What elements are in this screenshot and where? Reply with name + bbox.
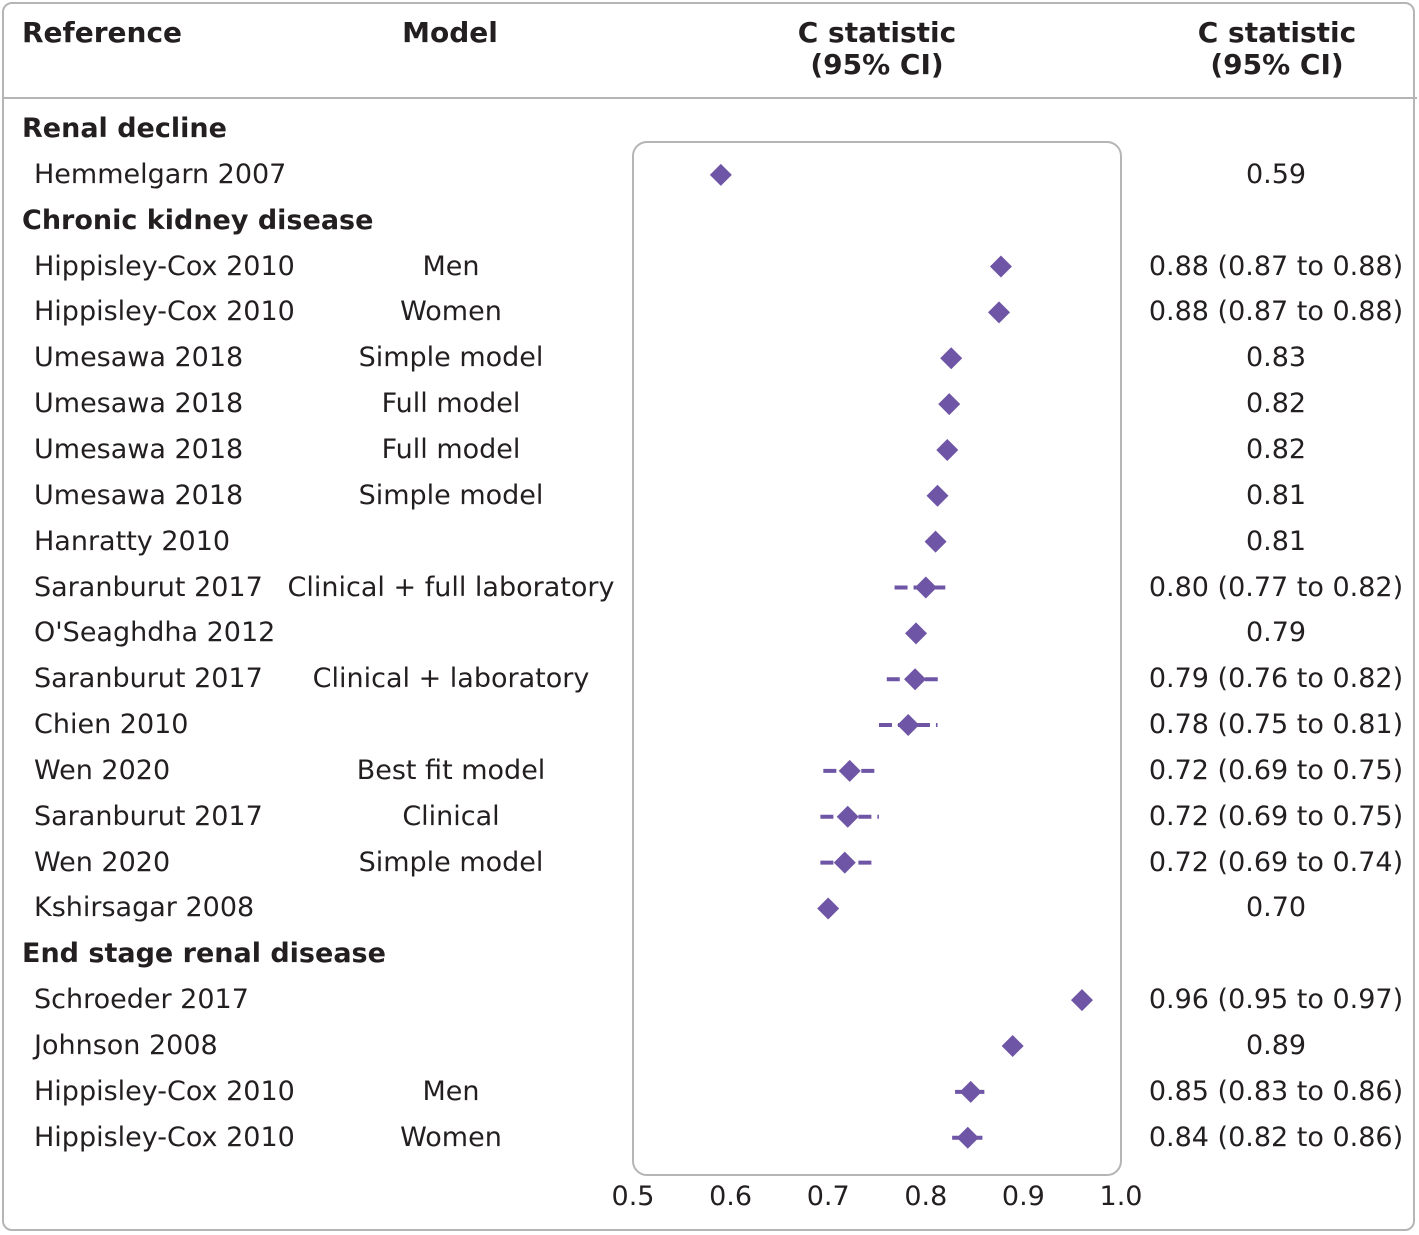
estimate-marker bbox=[709, 163, 732, 186]
row-reference: Umesawa 2018 bbox=[34, 479, 244, 511]
row-c-statistic-label: 0.84 (0.82 to 0.86) bbox=[1148, 1121, 1404, 1153]
row-reference: Saranburut 2017 bbox=[34, 571, 263, 603]
x-tick-label: 0.7 bbox=[806, 1181, 850, 1212]
row-c-statistic-label: 0.78 (0.75 to 0.81) bbox=[1148, 709, 1404, 741]
row-reference: Hippisley-Cox 2010 bbox=[34, 296, 295, 328]
row-c-statistic-label: 0.81 bbox=[1245, 479, 1307, 511]
row-c-statistic-label: 0.82 bbox=[1245, 388, 1307, 420]
row-model: Simple model bbox=[358, 846, 544, 878]
row-reference: Hanratty 2010 bbox=[34, 525, 231, 557]
section-title: Chronic kidney disease bbox=[22, 204, 374, 236]
row-c-statistic-label: 0.72 (0.69 to 0.75) bbox=[1148, 800, 1404, 832]
row-reference: Umesawa 2018 bbox=[34, 433, 244, 465]
estimate-marker bbox=[936, 438, 959, 461]
row-c-statistic-label: 0.72 (0.69 to 0.74) bbox=[1148, 846, 1404, 878]
row-model: Clinical + full laboratory bbox=[287, 571, 615, 603]
estimate-marker bbox=[940, 347, 963, 370]
estimate-marker bbox=[989, 255, 1012, 278]
column-header-c-statistic-values-line2: (95% CI) bbox=[1210, 48, 1344, 81]
estimate-marker bbox=[836, 805, 859, 828]
row-model: Women bbox=[400, 296, 502, 328]
row-c-statistic-label: 0.88 (0.87 to 0.88) bbox=[1148, 296, 1404, 328]
row-c-statistic-label: 0.72 (0.69 to 0.75) bbox=[1148, 754, 1404, 786]
column-header-c-statistic-values: C statistic (95% CI) bbox=[1198, 17, 1356, 81]
row-model: Women bbox=[400, 1121, 502, 1153]
row-reference: Kshirsagar 2008 bbox=[34, 892, 255, 924]
estimate-marker bbox=[988, 301, 1010, 324]
row-reference: Chien 2010 bbox=[34, 709, 189, 741]
row-c-statistic-label: 0.85 (0.83 to 0.86) bbox=[1148, 1075, 1404, 1107]
row-reference: Saranburut 2017 bbox=[34, 800, 263, 832]
estimate-marker bbox=[959, 1080, 982, 1103]
row-model: Clinical bbox=[402, 800, 500, 832]
row-c-statistic-label: 0.82 bbox=[1245, 433, 1307, 465]
row-reference: Hemmelgarn 2007 bbox=[34, 158, 287, 190]
plot-frame bbox=[632, 141, 1122, 1176]
row-c-statistic-label: 0.83 bbox=[1245, 342, 1307, 374]
estimate-marker bbox=[838, 759, 861, 782]
estimate-marker bbox=[938, 393, 961, 416]
x-tick-label: 0.8 bbox=[904, 1181, 948, 1212]
row-model: Men bbox=[422, 1075, 480, 1107]
estimate-marker bbox=[905, 622, 928, 645]
header-divider bbox=[2, 97, 1417, 99]
x-tick-label: 0.5 bbox=[611, 1181, 655, 1212]
column-header-c-statistic-values-line1: C statistic bbox=[1197, 16, 1357, 49]
section-title: End stage renal disease bbox=[22, 938, 386, 970]
estimate-marker bbox=[1070, 989, 1093, 1012]
row-c-statistic-label: 0.59 bbox=[1245, 158, 1307, 190]
estimate-marker bbox=[1001, 1035, 1024, 1057]
row-reference: Johnson 2008 bbox=[34, 1030, 218, 1061]
row-reference: Hippisley-Cox 2010 bbox=[34, 1121, 295, 1153]
row-reference: Hippisley-Cox 2010 bbox=[34, 1075, 295, 1107]
row-c-statistic-label: 0.89 bbox=[1245, 1030, 1307, 1061]
column-header-model: Model bbox=[402, 16, 498, 49]
row-c-statistic-label: 0.80 (0.77 to 0.82) bbox=[1148, 571, 1404, 603]
estimate-marker bbox=[926, 484, 949, 507]
section-title: Renal decline bbox=[22, 113, 227, 144]
row-model: Full model bbox=[381, 433, 521, 465]
estimate-marker bbox=[833, 851, 856, 874]
row-c-statistic-label: 0.70 bbox=[1245, 892, 1307, 924]
row-model: Men bbox=[422, 250, 480, 282]
row-model: Simple model bbox=[358, 342, 544, 374]
row-c-statistic-label: 0.79 (0.76 to 0.82) bbox=[1148, 663, 1404, 695]
column-header-c-statistic-line2: (95% CI) bbox=[810, 48, 944, 81]
row-reference: Wen 2020 bbox=[34, 846, 171, 878]
row-model: Clinical + laboratory bbox=[312, 663, 590, 695]
x-tick-label: 0.9 bbox=[1001, 1181, 1045, 1212]
estimate-marker bbox=[924, 530, 947, 553]
column-header-reference: Reference bbox=[22, 16, 183, 49]
estimate-marker bbox=[956, 1126, 979, 1149]
x-tick-label: 1.0 bbox=[1099, 1181, 1143, 1212]
row-c-statistic-label: 0.96 (0.95 to 0.97) bbox=[1148, 984, 1404, 1016]
estimate-marker bbox=[817, 897, 840, 920]
row-model: Simple model bbox=[358, 479, 544, 511]
x-tick-label: 0.6 bbox=[709, 1181, 753, 1212]
row-reference: Schroeder 2017 bbox=[34, 984, 249, 1016]
estimate-marker bbox=[904, 668, 927, 691]
row-reference: Umesawa 2018 bbox=[34, 342, 244, 374]
column-header-c-statistic-plot: C statistic (95% CI) bbox=[798, 17, 956, 81]
column-header-c-statistic-line1: C statistic bbox=[797, 16, 957, 49]
row-model: Best fit model bbox=[356, 754, 546, 786]
row-reference: Wen 2020 bbox=[34, 754, 171, 786]
estimate-marker bbox=[914, 576, 937, 599]
row-model: Full model bbox=[381, 388, 521, 420]
row-reference: O'Seaghdha 2012 bbox=[34, 617, 276, 649]
row-c-statistic-label: 0.81 bbox=[1245, 525, 1307, 557]
estimate-marker bbox=[897, 714, 920, 737]
row-c-statistic-label: 0.88 (0.87 to 0.88) bbox=[1148, 250, 1404, 282]
row-reference: Hippisley-Cox 2010 bbox=[34, 250, 295, 282]
row-reference: Saranburut 2017 bbox=[34, 663, 263, 695]
row-c-statistic-label: 0.79 bbox=[1245, 617, 1307, 649]
row-reference: Umesawa 2018 bbox=[34, 388, 244, 420]
